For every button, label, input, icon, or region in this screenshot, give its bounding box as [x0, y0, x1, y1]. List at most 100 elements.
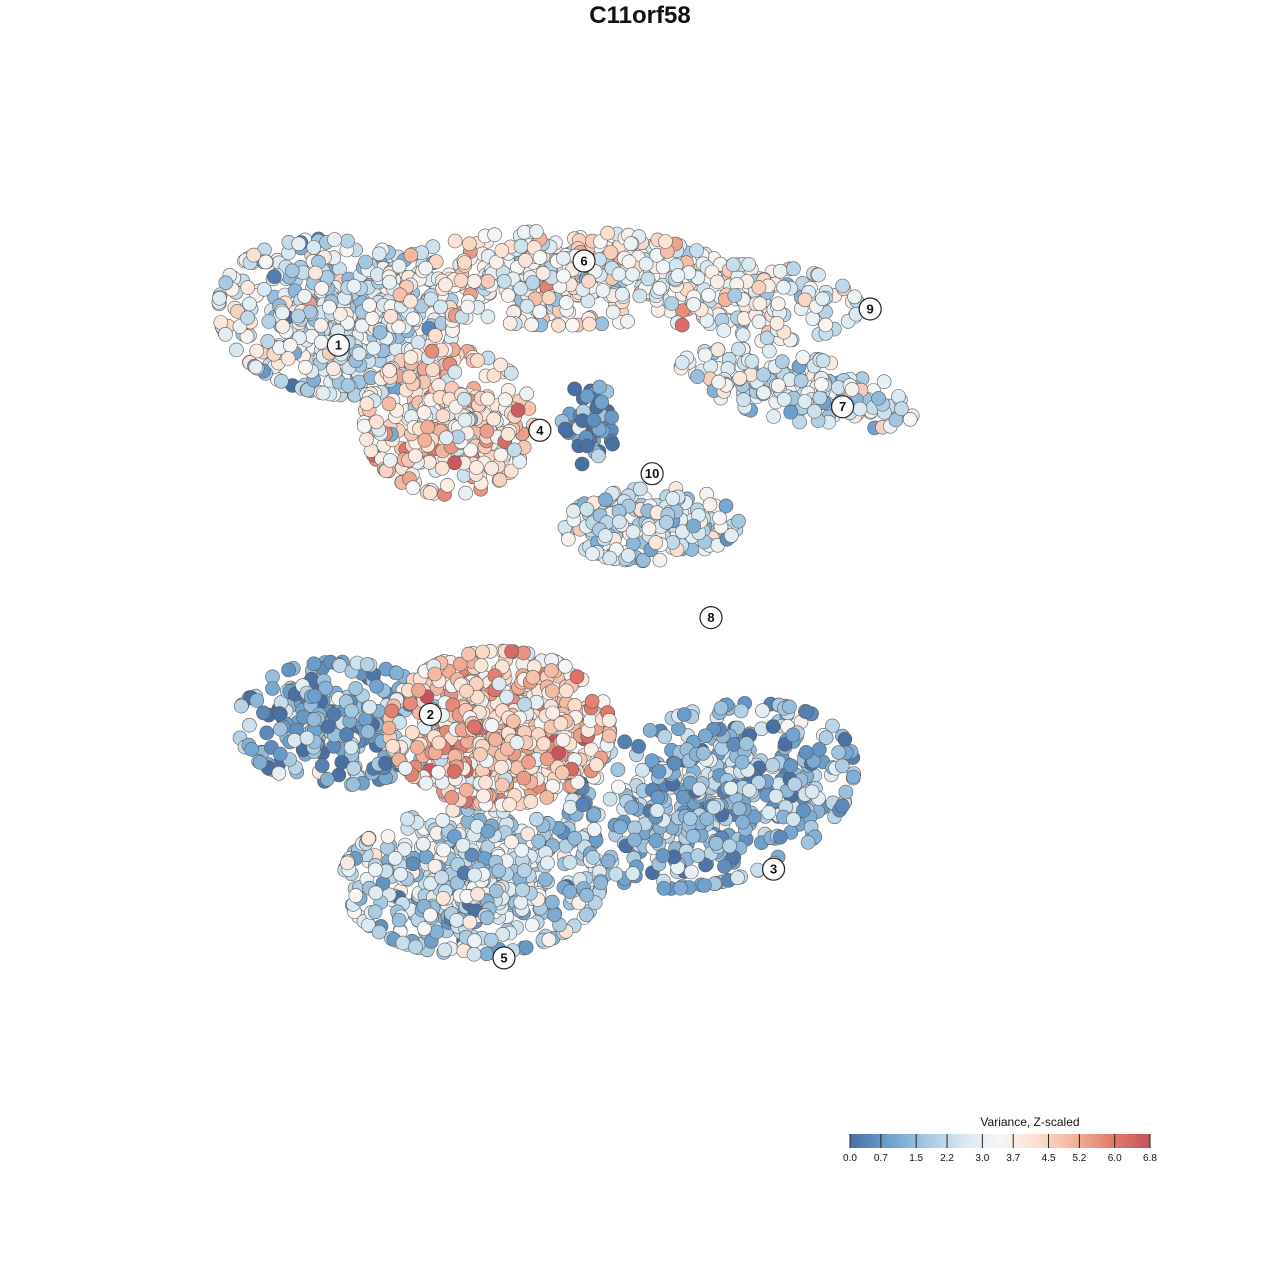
data-point [697, 728, 713, 744]
data-point [565, 317, 580, 333]
data-point [488, 732, 503, 748]
data-point [344, 703, 359, 719]
data-point [509, 735, 525, 750]
data-point [218, 326, 233, 342]
data-point [368, 885, 384, 901]
cluster-label-text: 7 [839, 399, 846, 414]
data-point [518, 940, 534, 955]
data-point [723, 528, 739, 543]
data-point [752, 296, 768, 312]
data-point [723, 780, 739, 796]
data-point [313, 334, 329, 350]
legend-tick-label: 0.7 [874, 1153, 888, 1164]
data-point [367, 904, 383, 920]
data-point [502, 797, 517, 812]
data-point [332, 306, 348, 322]
data-point [362, 699, 377, 715]
data-point [252, 755, 268, 770]
data-point [346, 760, 362, 776]
data-point [462, 914, 478, 930]
data-point [598, 528, 613, 543]
data-point [417, 432, 433, 448]
data-point [726, 737, 742, 752]
cluster-label: 9 [858, 297, 882, 321]
data-point [876, 374, 892, 390]
legend-tick-label: 2.2 [940, 1153, 954, 1164]
data-point [761, 343, 777, 359]
data-point [686, 297, 702, 312]
data-point [540, 855, 555, 871]
data-point [290, 308, 306, 324]
chart-title: C11orf58 [589, 2, 691, 29]
data-point [712, 510, 727, 526]
data-point [831, 745, 846, 760]
data-point [258, 254, 274, 270]
data-point [798, 745, 814, 760]
data-point [683, 864, 699, 880]
data-point [732, 370, 748, 386]
data-point [265, 681, 280, 696]
data-point [598, 492, 613, 508]
data-point [708, 835, 724, 851]
data-point [792, 414, 807, 430]
data-point [814, 377, 829, 392]
data-point [416, 405, 432, 420]
legend: Variance, Z-scaled 0.0 0.7 1.5 2.2 3.0 3.7 4.5… [843, 1115, 1157, 1164]
data-point [466, 946, 482, 962]
data-point [492, 472, 508, 488]
data-point [256, 281, 272, 297]
data-point [510, 402, 526, 418]
data-point [415, 836, 431, 852]
data-point [345, 777, 361, 792]
data-point [431, 735, 447, 751]
data-point [287, 732, 302, 748]
data-point [435, 890, 451, 906]
data-point [403, 247, 419, 263]
data-point [505, 713, 521, 729]
data-point [256, 705, 271, 721]
data-point [799, 704, 814, 720]
data-point [359, 657, 375, 672]
data-point [667, 755, 682, 771]
data-point [446, 764, 462, 779]
data-point [702, 497, 718, 513]
data-point [473, 658, 489, 673]
data-point [517, 696, 532, 712]
data-point [541, 932, 557, 948]
data-point [617, 734, 633, 750]
data-point [557, 658, 573, 674]
data-point [480, 391, 495, 407]
data-point [682, 811, 698, 826]
cluster-label: 2 [418, 702, 442, 727]
data-point [494, 759, 509, 775]
cluster-label-text: 10 [645, 466, 659, 481]
data-point [496, 273, 512, 289]
data-point [602, 791, 618, 807]
data-point [625, 524, 641, 540]
data-point [797, 394, 813, 409]
data-point [457, 412, 473, 428]
data-point [701, 287, 716, 303]
data-point [551, 745, 567, 761]
cluster-label: 6 [572, 249, 596, 273]
data-point [638, 256, 654, 272]
data-point [535, 265, 551, 281]
data-point [695, 745, 711, 761]
data-point [524, 317, 539, 333]
data-point [483, 932, 499, 948]
data-point [470, 886, 486, 902]
data-point [581, 273, 596, 289]
data-point [298, 359, 313, 375]
data-point [543, 663, 559, 678]
data-point [486, 368, 502, 383]
data-point [306, 712, 322, 727]
data-point [424, 343, 440, 359]
data-point [475, 644, 490, 660]
data-point [410, 335, 426, 350]
data-point [444, 790, 460, 805]
data-point [371, 246, 387, 262]
data-point [362, 297, 377, 313]
data-point [420, 419, 436, 435]
data-point [782, 699, 797, 715]
